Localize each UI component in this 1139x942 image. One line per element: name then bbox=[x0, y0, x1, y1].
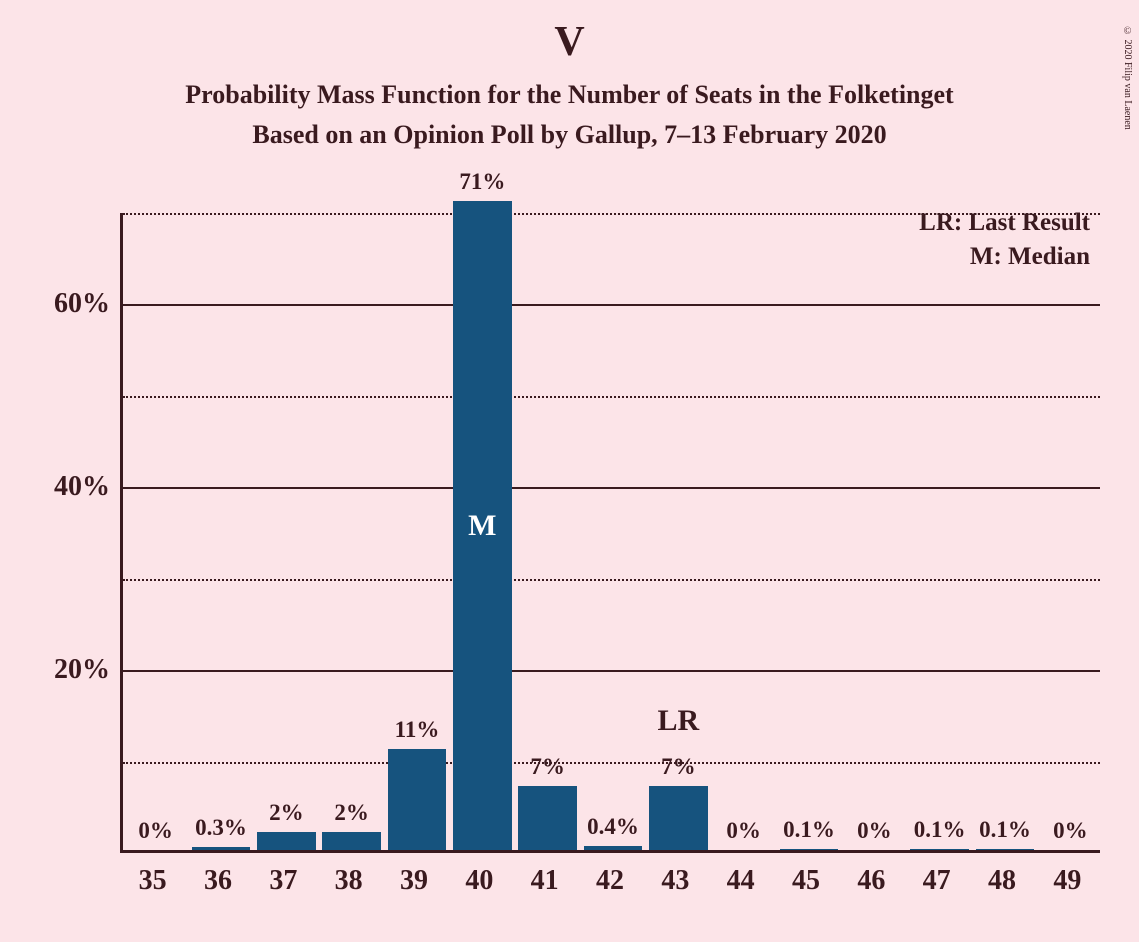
chart-title-main: V bbox=[0, 18, 1139, 66]
bar-value-label: 11% bbox=[378, 717, 456, 743]
bar-slot: 11% bbox=[384, 213, 449, 850]
bar-slot: 7% bbox=[515, 213, 580, 850]
bar-value-label: 0% bbox=[1031, 818, 1109, 844]
bar bbox=[910, 849, 969, 850]
x-axis-label: 35 bbox=[120, 865, 185, 897]
x-axis-label: 41 bbox=[512, 865, 577, 897]
median-marker: M bbox=[450, 509, 515, 543]
bar-slot: 0.1% bbox=[972, 213, 1037, 850]
copyright-text: © 2020 Filip van Laenen bbox=[1122, 26, 1133, 130]
bar-slot: 2% bbox=[319, 213, 384, 850]
x-axis-label: 45 bbox=[773, 865, 838, 897]
bar-slot: 0.3% bbox=[188, 213, 253, 850]
bar bbox=[584, 846, 643, 850]
bar-slot: 0.1% bbox=[907, 213, 972, 850]
x-axis-label: 48 bbox=[969, 865, 1034, 897]
bar-slot: 0.4% bbox=[580, 213, 645, 850]
x-axis-label: 36 bbox=[185, 865, 250, 897]
bar bbox=[322, 832, 381, 850]
bar-slot: 2% bbox=[254, 213, 319, 850]
y-axis-label: 60% bbox=[54, 288, 110, 320]
bars-container: 0%0.3%2%2%11%71%M7%0.4%LR7%0%0.1%0%0.1%0… bbox=[123, 213, 1100, 850]
x-axis-label: 47 bbox=[904, 865, 969, 897]
bar-slot: 0% bbox=[842, 213, 907, 850]
y-axis-label: 40% bbox=[54, 471, 110, 503]
bar-slot: 0.1% bbox=[776, 213, 841, 850]
bar-value-label: 0.4% bbox=[574, 814, 652, 840]
bar bbox=[649, 786, 708, 850]
x-axis-label: 40 bbox=[447, 865, 512, 897]
bar bbox=[192, 847, 251, 850]
bar-slot: 0% bbox=[1038, 213, 1103, 850]
x-axis-label: 37 bbox=[251, 865, 316, 897]
x-axis-label: 44 bbox=[708, 865, 773, 897]
bar-value-label: 71% bbox=[443, 169, 521, 195]
bar-slot: 0% bbox=[711, 213, 776, 850]
bar bbox=[257, 832, 316, 850]
y-axis-label: 20% bbox=[54, 654, 110, 686]
bar-slot: 0% bbox=[123, 213, 188, 850]
plot-region: LR: Last Result M: Median 0%0.3%2%2%11%7… bbox=[120, 213, 1100, 853]
x-axis-label: 38 bbox=[316, 865, 381, 897]
bar bbox=[518, 786, 577, 850]
chart-title-sub1: Probability Mass Function for the Number… bbox=[0, 80, 1139, 110]
bar-value-label: 7% bbox=[639, 754, 717, 780]
chart-area: LR: Last Result M: Median 0%0.3%2%2%11%7… bbox=[120, 213, 1100, 853]
bar bbox=[388, 749, 447, 850]
bar bbox=[976, 849, 1035, 850]
bar-value-label: 2% bbox=[312, 800, 390, 826]
x-axis-label: 43 bbox=[643, 865, 708, 897]
bar-value-label: 7% bbox=[508, 754, 586, 780]
lr-marker: LR bbox=[646, 704, 711, 738]
x-axis-label: 49 bbox=[1035, 865, 1100, 897]
x-axis-label: 42 bbox=[577, 865, 642, 897]
bar-slot: LR7% bbox=[646, 213, 711, 850]
x-axis-label: 46 bbox=[839, 865, 904, 897]
chart-title-sub2: Based on an Opinion Poll by Gallup, 7–13… bbox=[0, 120, 1139, 150]
x-axis-label: 39 bbox=[381, 865, 446, 897]
bar-slot: 71%M bbox=[450, 213, 515, 850]
bar bbox=[780, 849, 839, 850]
